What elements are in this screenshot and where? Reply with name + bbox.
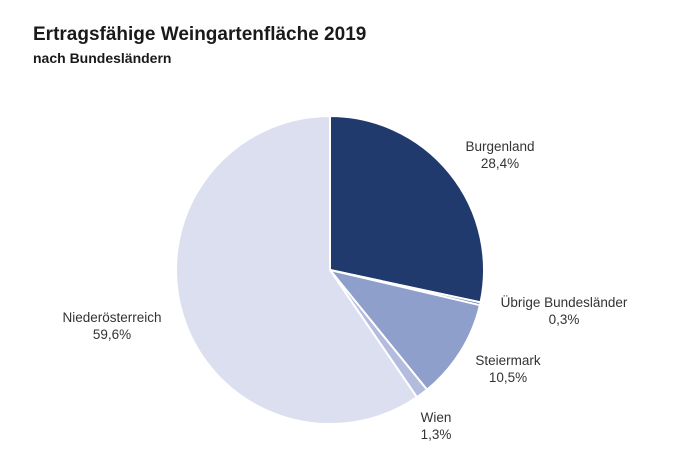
- pie-slice-burgenland: [329, 115, 485, 304]
- label-niederoesterreich: Niederösterreich 59,6%: [62, 310, 162, 342]
- pie-slice-nieder-sterreich: [175, 115, 418, 425]
- label-burgenland: Burgenland 28,4%: [465, 139, 535, 171]
- label-steiermark: Steiermark 10,5%: [475, 353, 541, 385]
- chart-title: Ertragsfähige Weingartenfläche 2019: [33, 24, 367, 45]
- label-wien: Wien 1,3%: [420, 410, 452, 442]
- pie-slice-steiermark: [329, 269, 481, 391]
- label-uebrige: Übrige Bundesländer 0,3%: [500, 295, 628, 327]
- chart-subtitle: nach Bundesländern: [33, 50, 172, 66]
